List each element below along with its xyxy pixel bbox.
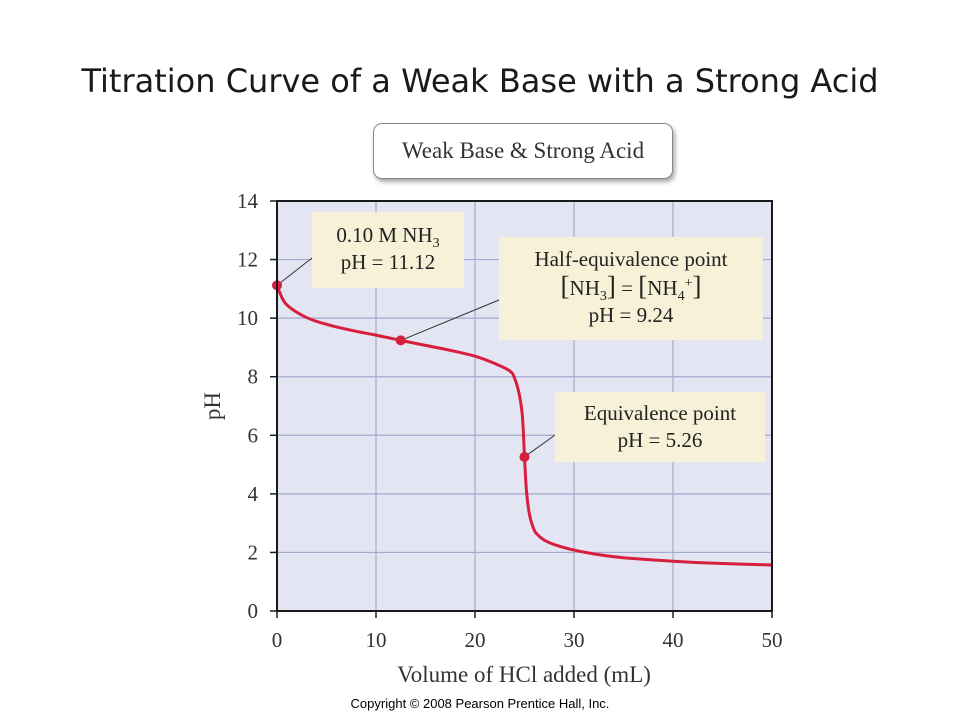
callout-leader-line	[276, 257, 313, 286]
y-axis-label: pH	[200, 392, 225, 420]
highlight-point	[519, 451, 530, 462]
y-tick-label: 12	[237, 248, 258, 272]
x-tick-label: 40	[663, 628, 684, 652]
x-tick-label: 50	[762, 628, 783, 652]
axis-ticks	[270, 200, 773, 618]
y-tick-label: 10	[237, 306, 258, 330]
tick-labels: 0 10 20 30 40 50 0 2 4 6 8 10 12 14	[237, 189, 783, 652]
callout-half-line3: pH = 9.24	[588, 303, 674, 327]
x-axis-label: Volume of HCl added (mL)	[397, 662, 651, 687]
x-tick-label: 20	[465, 628, 486, 652]
y-tick-label: 2	[248, 540, 259, 564]
chart-badge: Weak Base & Strong Acid	[373, 123, 673, 179]
callout-leader-line	[400, 299, 500, 341]
x-tick-label: 0	[272, 628, 283, 652]
copyright-notice: Copyright © 2008 Pearson Prentice Hall, …	[350, 696, 610, 711]
slide-title: Titration Curve of a Weak Base with a St…	[81, 62, 879, 100]
y-tick-label: 6	[248, 423, 259, 447]
y-tick-label: 14	[237, 189, 259, 213]
titration-curve	[275, 284, 773, 567]
y-tick-label: 8	[248, 365, 259, 389]
x-tick-label: 10	[366, 628, 387, 652]
callout-half-line1: Half-equivalence point	[534, 247, 728, 271]
callout-equiv-line2: pH = 5.26	[617, 428, 703, 452]
highlight-point	[395, 335, 406, 346]
callout-equivalence: Equivalence point pH = 5.26	[555, 392, 765, 462]
callout-initial: 0.10 M NH3 pH = 11.12	[312, 212, 464, 288]
callout-equiv-line1: Equivalence point	[583, 401, 737, 425]
callout-leader-line	[524, 434, 556, 458]
callout-initial-line2: pH = 11.12	[340, 250, 436, 274]
callout-half-equivalence: Half-equivalence point [NH3] = [NH4+] pH…	[499, 237, 763, 340]
plot-frame	[276, 200, 773, 612]
y-tick-label: 4	[248, 482, 259, 506]
callout-leaders	[276, 257, 556, 458]
callout-half-line2: [NH3] = [NH4+]	[560, 271, 702, 305]
highlight-points	[272, 280, 530, 462]
y-tick-label: 0	[248, 599, 259, 623]
x-tick-label: 30	[564, 628, 585, 652]
callout-initial-line1: 0.10 M NH3	[336, 223, 440, 252]
